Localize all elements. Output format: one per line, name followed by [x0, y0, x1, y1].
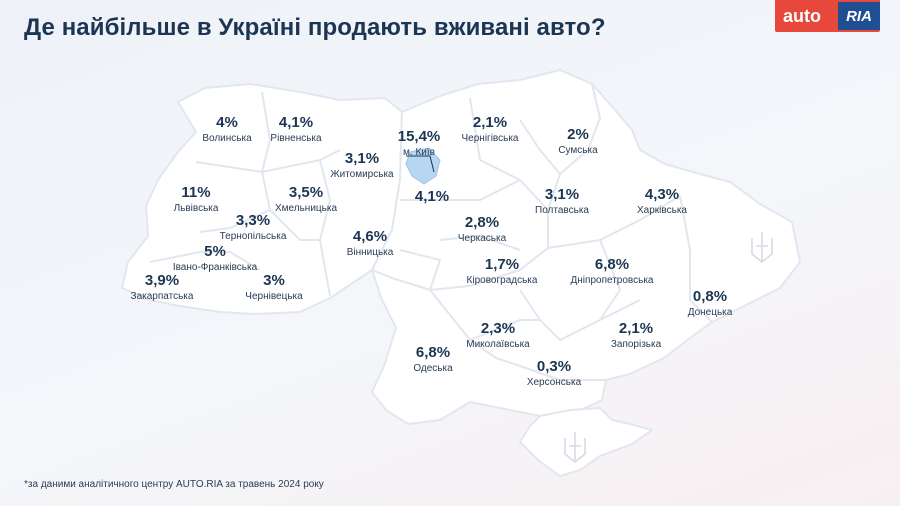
region-kirovohradska: 1,7% Кіровоградська: [467, 256, 538, 287]
region-mykolaivska: 2,3% Миколаївська: [466, 320, 530, 351]
region-percent: 2,1%: [618, 320, 654, 337]
region-percent: 3,1%: [344, 150, 380, 167]
region-percent: 3,3%: [235, 212, 271, 229]
region-percent: 4,3%: [644, 186, 680, 203]
map-shape-crimea: [519, 407, 653, 477]
region-kyivska: 4,1%: [415, 188, 449, 206]
region-name: Одеська: [413, 363, 453, 374]
autoria-logo[interactable]: auto RIA: [775, 0, 880, 32]
region-khmelnytska: 3,5% Хмельницька: [275, 184, 337, 215]
region-name: Закарпатська: [130, 291, 194, 302]
region-ivano-frankivska: 5% Івано-Франківська: [173, 243, 257, 274]
region-sumska: 2% Сумська: [558, 126, 597, 157]
region-name: Херсонська: [526, 377, 582, 388]
region-name: Чернівецька: [245, 291, 303, 302]
region-lvivska: 11% Львівська: [174, 184, 219, 215]
region-percent: 6,8%: [594, 256, 630, 273]
logo-text-auto: auto: [783, 5, 821, 26]
kyiv-city-shape: [405, 147, 441, 185]
map-regions: [121, 69, 801, 477]
region-name: м. Київ: [403, 147, 435, 158]
region-name: Чернігівська: [461, 133, 519, 144]
region-percent: 4,1%: [278, 114, 314, 131]
map-shape-west: [121, 83, 403, 315]
region-percent: 2%: [567, 126, 589, 143]
region-name: Тернопільська: [219, 231, 287, 242]
region-poltavska: 3,1% Полтавська: [535, 186, 589, 217]
region-percent: 3,1%: [544, 186, 580, 203]
region-name: Волинська: [202, 133, 252, 144]
region-name: Львівська: [173, 203, 219, 214]
region-percent: 4%: [216, 114, 238, 131]
logo-text-ria: RIA: [838, 2, 880, 30]
region-name: Вінницька: [346, 247, 394, 258]
region-name: Сумська: [558, 145, 598, 156]
region-vinnytska: 4,6% Вінницька: [347, 228, 394, 259]
region-percent: 3%: [263, 272, 285, 289]
region-name: Харківська: [637, 205, 687, 216]
region-zaporizka: 2,1% Запорізька: [611, 320, 661, 351]
region-percent: 5%: [204, 243, 226, 260]
region-khersonska: 0,3% Херсонська: [527, 358, 581, 389]
region-name: Запорізька: [610, 339, 662, 350]
region-rivnenska: 4,1% Рівненська: [270, 114, 321, 145]
footnote: *за даними аналітичного центру AUTO.RIA …: [24, 479, 324, 490]
region-percent: 11%: [181, 184, 211, 201]
region-percent: 2,3%: [480, 320, 516, 337]
region-kyiv-city: 15,4% м. Київ: [398, 128, 441, 159]
region-name: Дніпропетровська: [570, 275, 654, 286]
region-name: Івано-Франківська: [172, 262, 258, 273]
region-name: Житомирська: [330, 169, 394, 180]
region-name: Рівненська: [270, 133, 322, 144]
region-volynska: 4% Волинська: [202, 114, 251, 145]
region-zakarpatska: 3,9% Закарпатська: [131, 272, 194, 303]
region-donetska: 0,8% Донецька: [688, 288, 733, 319]
region-name: Донецька: [687, 307, 733, 318]
region-percent: 2,1%: [472, 114, 508, 131]
region-cherkaska: 2,8% Черкаська: [458, 214, 506, 245]
region-percent: 4,6%: [352, 228, 388, 245]
kyiv-leader-line: [406, 155, 435, 173]
region-percent: 3,9%: [144, 272, 180, 289]
region-ternopilska: 3,3% Тернопільська: [220, 212, 287, 243]
region-percent: 1,7%: [484, 256, 520, 273]
region-chernivetska: 3% Чернівецька: [245, 272, 302, 303]
region-percent: 6,8%: [415, 344, 451, 361]
region-name: Миколаївська: [466, 339, 530, 350]
region-name: Черкаська: [457, 233, 507, 244]
region-name: Полтавська: [535, 205, 589, 216]
region-percent: 15,4%: [397, 128, 441, 145]
region-percent: 2,8%: [464, 214, 500, 231]
region-kharkivska: 4,3% Харківська: [637, 186, 687, 217]
region-borders: [149, 91, 713, 342]
region-name: Хмельницька: [274, 203, 338, 214]
region-dnipropetrovska: 6,8% Дніпропетровська: [571, 256, 654, 287]
page-title: Де найбільше в Україні продають вживані …: [24, 14, 606, 41]
region-chernihivska: 2,1% Чернігівська: [462, 114, 519, 145]
region-name: Кіровоградська: [466, 275, 538, 286]
region-percent: 0,8%: [692, 288, 728, 305]
region-percent: 0,3%: [536, 358, 572, 375]
region-percent: 4,1%: [414, 188, 450, 205]
region-percent: 3,5%: [288, 184, 324, 201]
region-odeska: 6,8% Одеська: [413, 344, 452, 375]
trident-icon: [564, 232, 773, 464]
region-zhytomyrska: 3,1% Житомирська: [330, 150, 393, 181]
